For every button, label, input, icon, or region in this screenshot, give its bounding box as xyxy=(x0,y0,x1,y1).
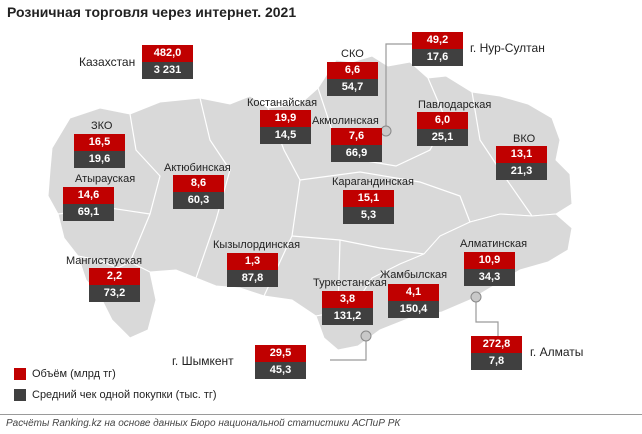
region-name-zko: ЗКО xyxy=(91,120,113,132)
avg-check-value: 21,3 xyxy=(496,163,547,180)
value-box-zko: 16,5 19,6 xyxy=(74,134,125,168)
value-box-akmola: 7,6 66,9 xyxy=(331,128,382,162)
value-box-nur-sultan: 49,2 17,6 xyxy=(412,32,463,66)
volume-value: 14,6 xyxy=(63,187,114,204)
avg-check-value: 45,3 xyxy=(255,362,306,379)
region-name-kazakhstan: Казахстан xyxy=(79,55,136,69)
avg-check-value: 87,8 xyxy=(227,270,278,287)
region-name-mangystau: Мангистауская xyxy=(66,255,143,267)
region-name-aktobe: Актюбинская xyxy=(164,162,231,174)
region-name-almaty-city: г. Алматы xyxy=(530,345,584,359)
avg-check-value: 131,2 xyxy=(322,308,373,325)
region-name-nur-sultan: г. Нур-Султан xyxy=(470,41,545,55)
avg-check-value: 17,6 xyxy=(412,49,463,66)
volume-value: 6,6 xyxy=(327,62,378,79)
almaty-marker xyxy=(470,291,482,303)
value-box-kyzylorda: 1,3 87,8 xyxy=(227,253,278,287)
value-box-aktobe: 8,6 60,3 xyxy=(173,175,224,209)
shymkent-marker xyxy=(360,330,372,342)
legend-item-check: Средний чек одной покупки (тыс. тг) xyxy=(14,387,217,402)
volume-value: 15,1 xyxy=(343,190,394,207)
region-name-akmola: Акмолинская xyxy=(312,115,379,127)
volume-value: 6,0 xyxy=(417,112,468,129)
value-box-kazakhstan: 482,0 3 231 xyxy=(142,45,193,79)
volume-value: 8,6 xyxy=(173,175,224,192)
avg-check-value: 3 231 xyxy=(142,62,193,79)
avg-check-value: 5,3 xyxy=(343,207,394,224)
avg-check-value: 25,1 xyxy=(417,129,468,146)
city-markers xyxy=(330,43,499,361)
avg-check-value: 69,1 xyxy=(63,204,114,221)
avg-check-value: 19,6 xyxy=(74,151,125,168)
avg-check-value: 34,3 xyxy=(464,269,515,286)
legend-swatch-gray xyxy=(14,388,26,401)
avg-check-value: 150,4 xyxy=(388,301,439,318)
region-name-zhambyl: Жамбылская xyxy=(380,269,448,281)
legend-label-check: Средний чек одной покупки (тыс. тг) xyxy=(32,388,217,401)
footer-divider xyxy=(0,414,642,415)
value-box-almaty-region: 10,9 34,3 xyxy=(464,252,515,286)
region-name-almaty-region: Алматинская xyxy=(460,238,528,250)
region-name-sko: СКО xyxy=(341,48,364,60)
region-name-kyzylorda: Кызылординская xyxy=(213,239,301,251)
avg-check-value: 60,3 xyxy=(173,192,224,209)
region-name-pavlodar: Павлодарская xyxy=(418,99,492,111)
value-box-turkestan: 3,8 131,2 xyxy=(322,291,373,325)
value-box-zhambyl: 4,1 150,4 xyxy=(388,284,439,318)
volume-value: 2,2 xyxy=(89,268,140,285)
region-name-turkestan: Туркестанская xyxy=(313,277,387,289)
legend-swatch-red xyxy=(14,367,26,380)
legend-item-volume: Объём (млрд тг) xyxy=(14,366,217,381)
value-box-kostanay: 19,9 14,5 xyxy=(260,110,311,144)
volume-value: 49,2 xyxy=(412,32,463,49)
source-footnote: Расчёты Ranking.kz на основе данных Бюро… xyxy=(6,418,401,429)
volume-value: 272,8 xyxy=(471,336,522,353)
region-name-atyrau: Атырауская xyxy=(75,173,136,185)
value-box-atyrau: 14,6 69,1 xyxy=(63,187,114,221)
region-name-kostanay: Костанайская xyxy=(247,97,318,109)
region-name-shymkent: г. Шымкент xyxy=(172,354,234,368)
region-name-vko: ВКО xyxy=(513,133,536,145)
avg-check-value: 7,8 xyxy=(471,353,522,370)
volume-value: 3,8 xyxy=(322,291,373,308)
volume-value: 13,1 xyxy=(496,146,547,163)
avg-check-value: 14,5 xyxy=(260,127,311,144)
avg-check-value: 73,2 xyxy=(89,285,140,302)
map-south-lobe xyxy=(315,213,573,351)
volume-value: 1,3 xyxy=(227,253,278,270)
volume-value: 4,1 xyxy=(388,284,439,301)
volume-value: 29,5 xyxy=(255,345,306,362)
volume-value: 19,9 xyxy=(260,110,311,127)
value-box-karaganda: 15,1 5,3 xyxy=(343,190,394,224)
value-box-vko: 13,1 21,3 xyxy=(496,146,547,180)
value-box-shymkent: 29,5 45,3 xyxy=(255,345,306,379)
page-title: Розничная торговля через интернет. 2021 xyxy=(7,4,297,20)
volume-value: 16,5 xyxy=(74,134,125,151)
value-box-sko: 6,6 54,7 xyxy=(327,62,378,96)
volume-value: 482,0 xyxy=(142,45,193,62)
value-box-mangystau: 2,2 73,2 xyxy=(89,268,140,302)
volume-value: 10,9 xyxy=(464,252,515,269)
legend: Объём (млрд тг) Средний чек одной покупк… xyxy=(14,366,217,408)
value-box-almaty-city: 272,8 7,8 xyxy=(471,336,522,370)
avg-check-value: 66,9 xyxy=(331,145,382,162)
volume-value: 7,6 xyxy=(331,128,382,145)
nur-sultan-marker xyxy=(380,125,392,137)
legend-label-volume: Объём (млрд тг) xyxy=(32,367,116,380)
value-box-pavlodar: 6,0 25,1 xyxy=(417,112,468,146)
region-name-karaganda: Карагандинская xyxy=(332,176,414,188)
avg-check-value: 54,7 xyxy=(327,79,378,96)
